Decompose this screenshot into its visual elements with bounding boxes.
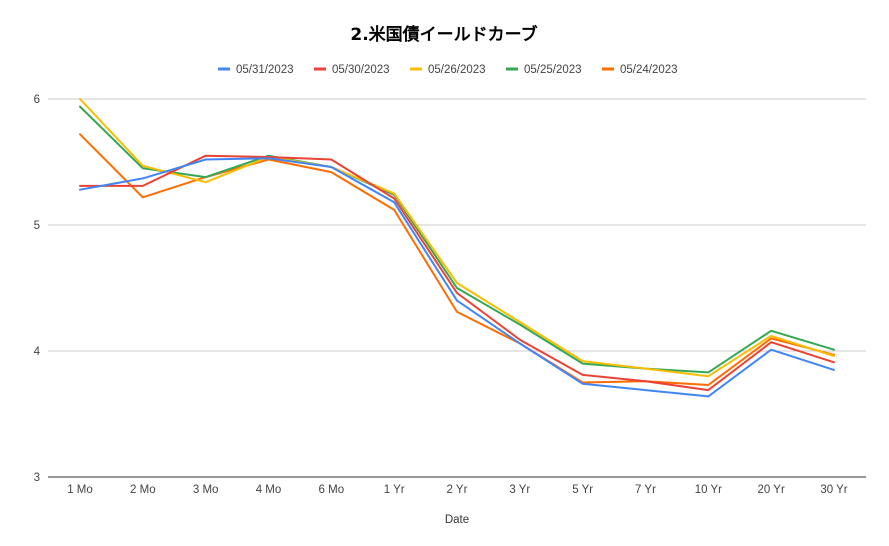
series-line-05/26/2023 [79, 98, 835, 378]
x-tick-label: 3 Yr [509, 484, 530, 496]
legend-item[interactable]: 05/25/2023 [506, 64, 582, 76]
x-tick-label: 6 Mo [319, 484, 345, 496]
x-tick-label: 2 Yr [447, 484, 468, 496]
x-tick-label: 5 Yr [572, 484, 593, 496]
series-line-05/24/2023 [79, 133, 835, 386]
x-axis-ticks: 1 Mo 2 Mo 3 Mo 4 Mo 6 Mo 1 Yr 2 Yr 3 Yr 5 Yr 7 Yr… [67, 484, 848, 496]
legend-item[interactable]: 05/26/2023 [410, 64, 486, 76]
y-tick-label: 4 [34, 346, 41, 358]
legend-label: 05/31/2023 [236, 64, 294, 76]
x-tick-label: 3 Mo [193, 484, 219, 496]
legend-label: 05/30/2023 [332, 64, 390, 76]
x-tick-label: 30 Yr [820, 484, 847, 496]
x-tick-label: 10 Yr [695, 484, 722, 496]
legend-label: 05/25/2023 [524, 64, 582, 76]
y-axis-ticks: 3 4 5 6 [34, 94, 41, 484]
chart-title: 2.米国債イールドカーブ [350, 24, 537, 45]
y-tick-label: 5 [34, 220, 40, 232]
x-tick-label: 7 Yr [635, 484, 656, 496]
gridlines [48, 98, 866, 478]
legend-label: 05/26/2023 [428, 64, 486, 76]
legend-item[interactable]: 05/31/2023 [218, 64, 294, 76]
legend: 05/31/2023 05/30/2023 05/26/2023 05/25/2023… [218, 64, 678, 76]
series-line-05/30/2023 [79, 154, 835, 392]
legend-label: 05/24/2023 [620, 64, 678, 76]
x-tick-label: 4 Mo [256, 484, 282, 496]
legend-item[interactable]: 05/24/2023 [602, 64, 678, 76]
series-lines [79, 98, 835, 398]
x-tick-label: 1 Mo [67, 484, 93, 496]
x-tick-label: 20 Yr [758, 484, 785, 496]
x-tick-label: 2 Mo [130, 484, 156, 496]
x-tick-label: 1 Yr [384, 484, 405, 496]
legend-item[interactable]: 05/30/2023 [314, 64, 390, 76]
series-line-05/31/2023 [79, 157, 835, 398]
series-line-05/25/2023 [79, 105, 835, 374]
y-tick-label: 3 [34, 472, 40, 484]
y-tick-label: 6 [34, 94, 40, 106]
x-axis-label: Date [445, 514, 469, 526]
